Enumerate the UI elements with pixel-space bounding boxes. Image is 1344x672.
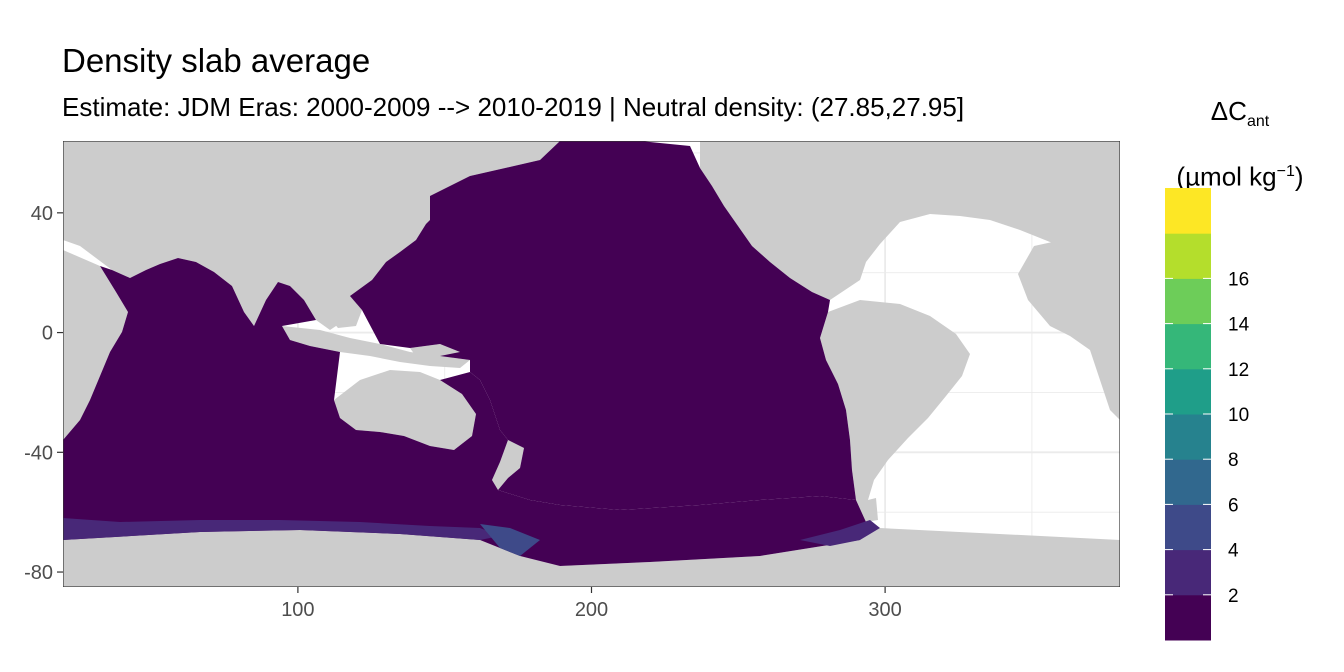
land-south-america: [820, 300, 970, 522]
map-subtitle: Estimate: JDM Eras: 2000-2009 --> 2010-2…: [62, 92, 965, 122]
legend-color-bin: [1165, 368, 1211, 415]
x-tick-label: 200: [575, 599, 608, 621]
legend-tick-label: 10: [1228, 405, 1249, 426]
legend-color-bin: [1165, 594, 1211, 641]
legend-title-unit: (µmol kg−1): [1176, 161, 1304, 192]
land-layer: [63, 141, 1120, 587]
legend-color-bin: [1165, 549, 1211, 596]
legend-title-variable: ΔCant: [1210, 96, 1270, 131]
x-tick-label: 100: [281, 599, 314, 621]
land-new-zealand: [492, 440, 524, 490]
legend-color-bin: [1165, 504, 1211, 551]
land-japan: [394, 210, 426, 252]
legend-color-bin: [1165, 188, 1211, 234]
antarctic-shelf-cells: [63, 518, 880, 556]
shelf-band-west: [63, 518, 500, 540]
x-tick-label: 300: [868, 599, 901, 621]
map-title: Density slab average: [62, 42, 371, 79]
y-tick-label: 0: [42, 323, 53, 345]
legend-color-bin: [1165, 323, 1211, 370]
legend-color-bin: [1165, 414, 1211, 460]
legend-color-bin: [1165, 278, 1211, 325]
land-borneo: [328, 296, 362, 328]
legend-title: ΔCant (µmol kg−1): [1160, 86, 1320, 202]
land-africa: [1018, 236, 1120, 420]
map-panel: [63, 141, 1120, 587]
y-tick-label: -80: [24, 562, 53, 584]
legend-color-bin: [1165, 459, 1211, 505]
pacific-ocean-cells: [350, 141, 856, 510]
y-tick-label: -40: [24, 442, 53, 464]
shelf-band-ross: [480, 524, 540, 556]
shelf-band-east: [800, 520, 880, 546]
land-antarctica: [63, 528, 1120, 587]
land-north-america: [700, 141, 1120, 300]
land-eurasia: [63, 141, 560, 330]
legend-tick-label: 12: [1228, 360, 1249, 381]
legend-tick-label: 8: [1228, 450, 1239, 471]
land-australia: [334, 370, 476, 450]
legend-colorbar: [1165, 188, 1211, 641]
legend-ticks: 2 4 6 8 10 12 14 16: [1165, 269, 1250, 607]
land-new-guinea: [410, 344, 460, 362]
legend-tick-label: 6: [1228, 495, 1239, 516]
indian-ocean-cells: [63, 258, 866, 566]
legend-tick-label: 4: [1228, 541, 1239, 562]
legend-tick-label: 2: [1228, 586, 1239, 607]
legend-tick-label: 16: [1228, 269, 1249, 290]
ocean-value-layer: [63, 141, 866, 566]
legend-tick-label: 14: [1228, 315, 1250, 336]
land-africa-east: [63, 250, 128, 440]
legend-color-bin: [1165, 233, 1211, 279]
y-tick-label: 40: [31, 203, 53, 225]
